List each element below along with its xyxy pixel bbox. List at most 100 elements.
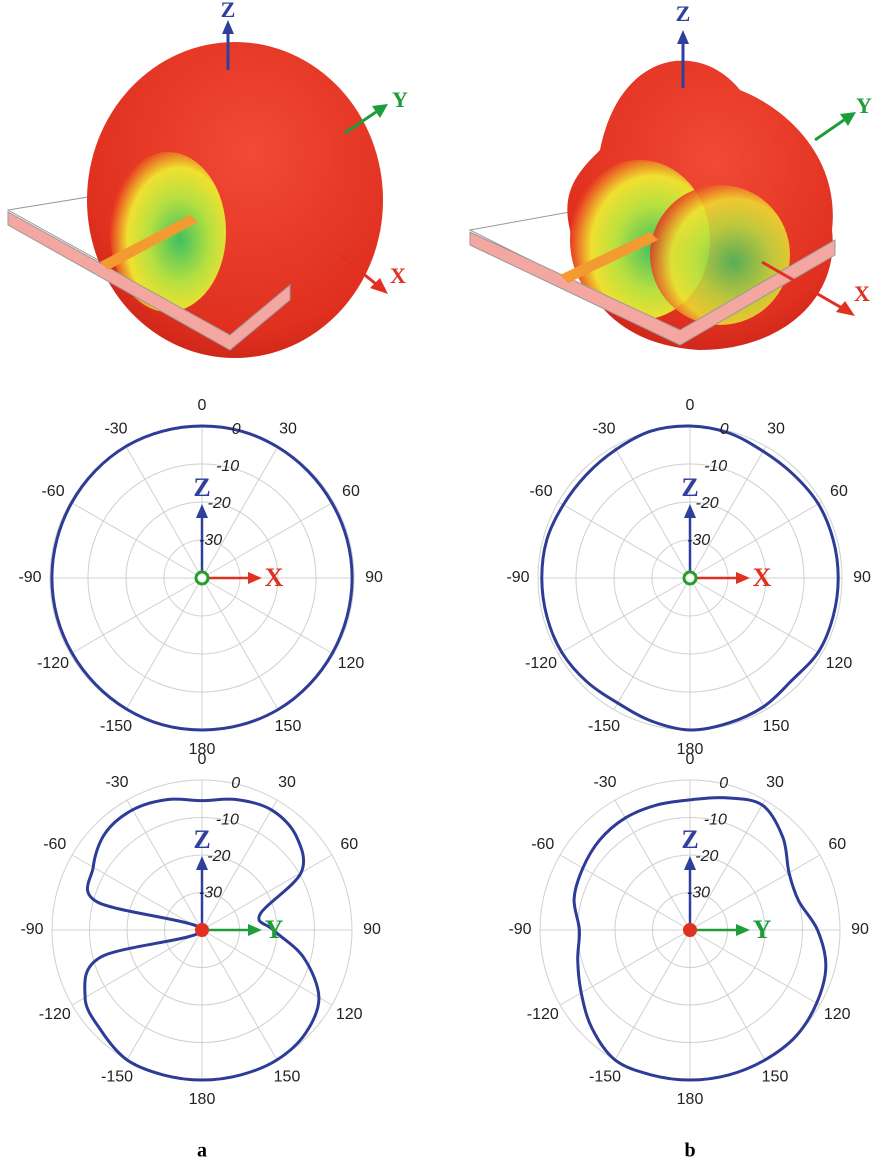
- theta-tick-label: -120: [37, 655, 69, 672]
- grid-spoke: [72, 855, 202, 930]
- grid-spoke: [614, 446, 690, 578]
- r-tick-label: -10: [216, 458, 239, 475]
- arrow-head: [836, 301, 855, 316]
- grid-spoke: [126, 578, 202, 710]
- arrow-head: [677, 30, 689, 44]
- grid-spoke: [127, 930, 202, 1060]
- origin-marker: [684, 572, 696, 584]
- arrow-head: [840, 112, 856, 126]
- theta-tick-label: -150: [588, 718, 620, 735]
- theta-tick-label: 60: [342, 483, 360, 500]
- r-tick-label: 0: [720, 421, 729, 438]
- grid-spoke: [202, 578, 278, 710]
- grid-spoke: [690, 930, 765, 1060]
- theta-tick-label: 90: [853, 569, 871, 586]
- theta-tick-label: -30: [105, 774, 128, 791]
- grid-spoke: [72, 930, 202, 1005]
- grid-spoke: [615, 800, 690, 930]
- axis-label: X: [753, 563, 772, 592]
- theta-tick-label: 150: [274, 1068, 301, 1085]
- axis-label: Y: [856, 93, 872, 118]
- theta-tick-label: -120: [527, 1006, 559, 1023]
- axis-label: X: [265, 563, 284, 592]
- theta-tick-label: 30: [767, 420, 785, 437]
- arrow-head: [196, 504, 208, 518]
- arrow-head: [736, 924, 750, 936]
- r-tick-label: -20: [207, 848, 230, 865]
- pattern-curve: [574, 798, 826, 1080]
- theta-tick-label: 0: [686, 751, 695, 768]
- theta-tick-label: 150: [762, 1068, 789, 1085]
- theta-tick-label: 150: [275, 718, 302, 735]
- theta-tick-label: 90: [851, 921, 869, 938]
- theta-tick-label: 0: [686, 397, 695, 414]
- r-tick-label: -10: [704, 812, 727, 829]
- theta-tick-label: -90: [20, 921, 43, 938]
- grid-spoke: [70, 502, 202, 578]
- theta-tick-label: -120: [525, 655, 557, 672]
- theta-tick-label: -60: [43, 836, 66, 853]
- theta-tick-label: 30: [766, 774, 784, 791]
- theta-tick-label: 0: [198, 397, 207, 414]
- arrow-head: [684, 856, 696, 870]
- axis-label: X: [390, 263, 406, 288]
- r-tick-label: -20: [208, 495, 231, 512]
- render-b: Z Y X: [470, 1, 872, 350]
- axis-label: Y: [265, 915, 284, 944]
- origin-marker: [195, 923, 209, 937]
- theta-tick-label: -30: [104, 420, 127, 437]
- arrow-head: [248, 924, 262, 936]
- r-tick-label: 0: [719, 775, 728, 792]
- grid-spoke: [615, 930, 690, 1060]
- theta-tick-label: 180: [189, 1091, 216, 1108]
- theta-tick-label: 90: [363, 921, 381, 938]
- theta-tick-label: -90: [18, 569, 41, 586]
- r-tick-label: -20: [696, 495, 719, 512]
- theta-tick-label: -120: [39, 1006, 71, 1023]
- origin-marker: [683, 923, 697, 937]
- grid-spoke: [558, 502, 690, 578]
- r-tick-label: -30: [687, 885, 710, 902]
- axis-label: Z: [676, 1, 691, 26]
- figure: Z Y X Z Y X a b 0306090120150180-150-120…: [0, 0, 884, 1170]
- axis-label: Y: [392, 87, 408, 112]
- r-tick-label: 0: [232, 421, 241, 438]
- theta-tick-label: -60: [529, 483, 552, 500]
- grid-spoke: [126, 446, 202, 578]
- grid-spoke: [560, 855, 690, 930]
- panel-caption: a: [197, 1140, 207, 1162]
- arrow-head: [736, 572, 750, 584]
- arrow-head: [222, 20, 234, 34]
- theta-tick-label: -90: [506, 569, 529, 586]
- theta-tick-label: -60: [531, 836, 554, 853]
- theta-tick-label: 120: [824, 1006, 851, 1023]
- r-tick-label: -20: [695, 848, 718, 865]
- theta-tick-label: 60: [828, 836, 846, 853]
- r-tick-label: -30: [199, 885, 222, 902]
- theta-tick-label: 120: [826, 655, 853, 672]
- theta-tick-label: 120: [338, 655, 365, 672]
- arrow-head: [372, 104, 388, 118]
- grid-spoke: [614, 578, 690, 710]
- theta-tick-label: 30: [279, 420, 297, 437]
- theta-tick-label: 150: [763, 718, 790, 735]
- theta-tick-label: -150: [100, 718, 132, 735]
- theta-tick-label: -150: [589, 1068, 621, 1085]
- theta-tick-label: 0: [198, 751, 207, 768]
- theta-tick-label: -90: [508, 921, 531, 938]
- render-a: Z Y X: [8, 0, 408, 358]
- r-tick-label: 0: [231, 775, 240, 792]
- theta-tick-label: -60: [41, 483, 64, 500]
- arrow-head: [248, 572, 262, 584]
- grid-spoke: [127, 800, 202, 930]
- axis-label: Y: [753, 915, 772, 944]
- theta-tick-label: -150: [101, 1068, 133, 1085]
- arrow-head: [196, 856, 208, 870]
- theta-tick-label: 60: [340, 836, 358, 853]
- axis-arrow: [815, 120, 844, 140]
- theta-tick-label: 180: [677, 1091, 704, 1108]
- pattern-hole: [650, 185, 790, 325]
- axis-label: X: [854, 281, 870, 306]
- grid-spoke: [202, 930, 277, 1060]
- r-tick-label: -30: [199, 532, 222, 549]
